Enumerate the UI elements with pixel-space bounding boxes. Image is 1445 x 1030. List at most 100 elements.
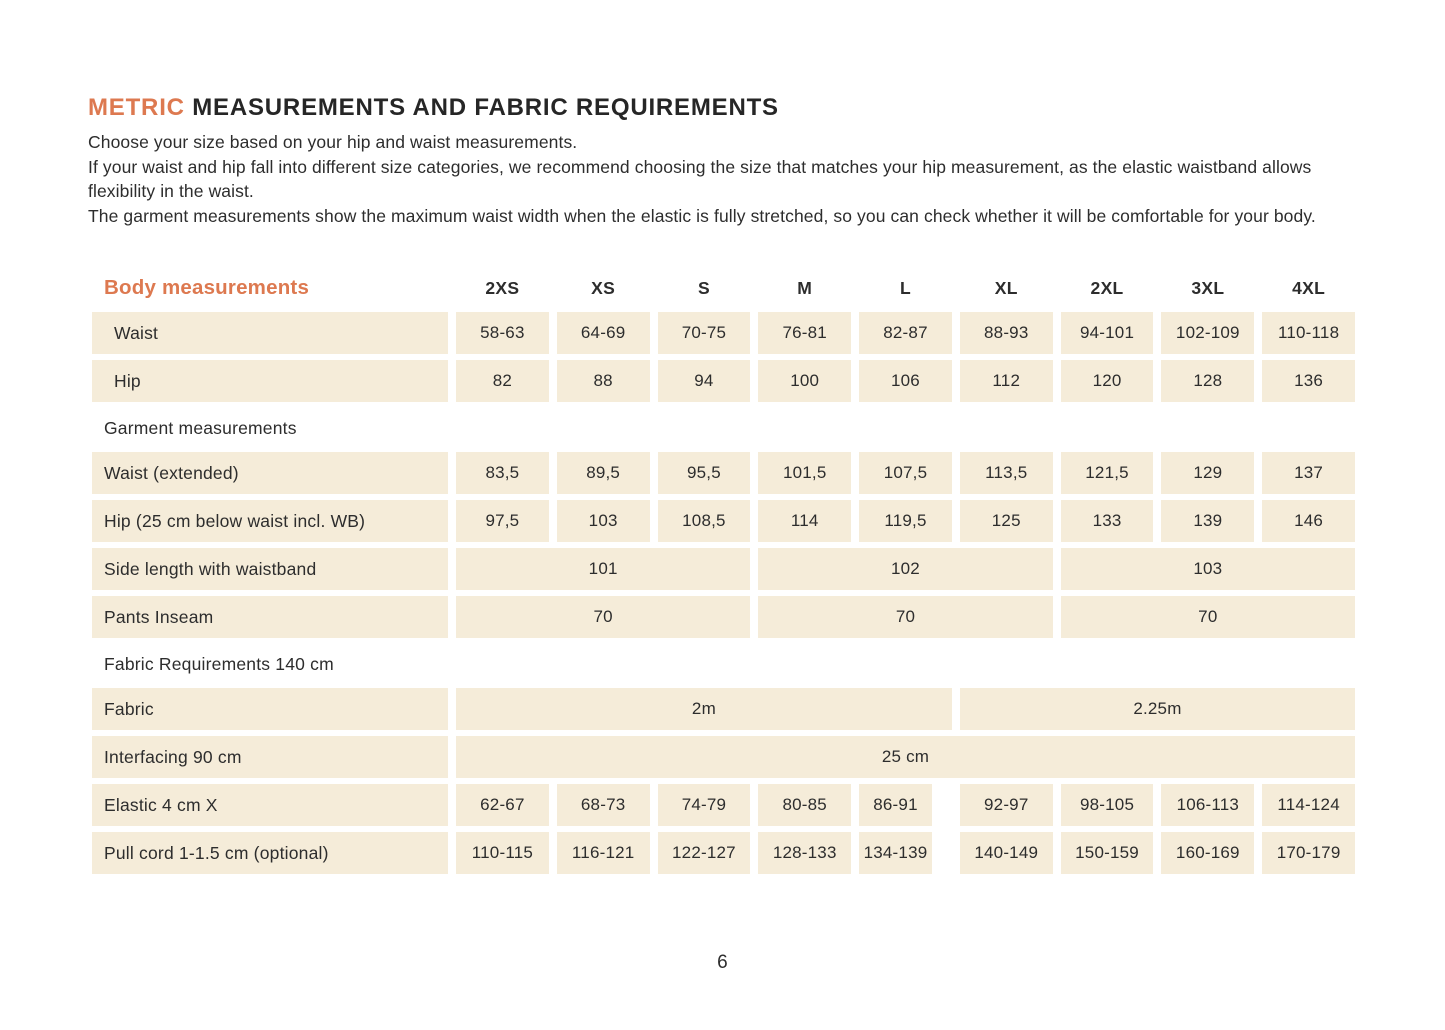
size-column-header: XS — [591, 278, 616, 298]
table-cell: 160-169 — [1161, 832, 1255, 874]
table-cell: 112 — [959, 360, 1053, 402]
table-cell: 70-75 — [657, 312, 751, 354]
page-number: 6 — [717, 952, 728, 973]
table-cell: 2.25m — [959, 688, 1355, 730]
table-cell: 140-149 — [959, 832, 1053, 874]
table-cell: 103 — [556, 500, 650, 542]
table-cell: 82 — [456, 360, 549, 402]
row-label: Waist — [92, 312, 448, 354]
table-cell: 74-79 — [657, 784, 751, 826]
table-cell: 113,5 — [959, 452, 1053, 494]
table-cell: 137 — [1262, 452, 1355, 494]
measurements-table: Body measurements 2XS XS S M L XL 2XL 3XL 4XL Wais… — [92, 270, 1355, 874]
table-cell: 89,5 — [556, 452, 650, 494]
table-cell: 110-118 — [1262, 312, 1355, 354]
table-row: Side length with waistband 101 102 103 — [92, 548, 1355, 590]
table-cell: 101 — [456, 548, 751, 590]
page-title-rest: MEASUREMENTS AND FABRIC REQUIREMENTS — [184, 94, 779, 121]
table-cell: 92-97 — [959, 784, 1053, 826]
table-cell: 88 — [556, 360, 650, 402]
table-cell: 119,5 — [859, 500, 952, 542]
table-cell: 83,5 — [456, 452, 549, 494]
table-cell: 114 — [758, 500, 852, 542]
table-cell: 97,5 — [456, 500, 549, 542]
table-row: Hip (25 cm below waist incl. WB) 97,5 103 1… — [92, 500, 1355, 542]
table-cell: 106-113 — [1161, 784, 1255, 826]
table-cell: 58-63 — [456, 312, 549, 354]
page-title-highlight: METRIC — [88, 94, 185, 121]
table-cell: 100 — [758, 360, 852, 402]
size-column-header: 3XL — [1191, 278, 1225, 298]
body-measurements-heading: Body measurements — [104, 276, 310, 299]
table-cell: 86-91 — [859, 784, 932, 826]
table-cell: 95,5 — [657, 452, 751, 494]
table-row: Elastic 4 cm X 62-67 68-73 74-79 80-85 86-91 9… — [92, 784, 1355, 826]
table-cell: 94-101 — [1060, 312, 1154, 354]
table-cell: 94 — [657, 360, 751, 402]
table-row: Pants Inseam 70 70 70 — [92, 596, 1355, 638]
table-header-row: Body measurements 2XS XS S M L XL 2XL 3XL 4XL — [92, 270, 1355, 300]
size-column-header: M — [797, 278, 813, 298]
row-label: Interfacing 90 cm — [92, 736, 448, 778]
table-section-label: Fabric Requirements 140 cm — [104, 654, 334, 674]
table-cell: 82-87 — [859, 312, 952, 354]
row-label: Hip — [92, 360, 448, 402]
table-row: Pull cord 1-1.5 cm (optional) 110-115 116-… — [92, 832, 1355, 874]
table-cell: 108,5 — [657, 500, 751, 542]
table-cell: 110-115 — [456, 832, 549, 874]
table-row: Waist 58-63 64-69 70-75 76-81 82-87 88-93 94-10… — [92, 312, 1355, 354]
table-cell: 98-105 — [1060, 784, 1154, 826]
size-column-header: 4XL — [1292, 278, 1326, 298]
intro-paragraph: Choose your size based on your hip and w… — [88, 130, 1326, 228]
table-cell: 146 — [1262, 500, 1355, 542]
row-label: Waist (extended) — [92, 452, 448, 494]
table-cell: 62-67 — [456, 784, 549, 826]
table-cell: 70 — [456, 596, 751, 638]
table-cell: 88-93 — [959, 312, 1053, 354]
page-content: METRIC MEASUREMENTS AND FABRIC REQUIREME… — [88, 0, 1358, 880]
table-cell: 125 — [959, 500, 1053, 542]
size-column-header: XL — [994, 278, 1018, 298]
row-label: Pants Inseam — [92, 596, 448, 638]
table-row: Interfacing 90 cm 25 cm — [92, 736, 1355, 778]
table-cell: 150-159 — [1060, 832, 1154, 874]
table-cell: 129 — [1161, 452, 1255, 494]
table-cell: 128 — [1161, 360, 1255, 402]
intro-line: If your waist and hip fall into differen… — [88, 156, 1312, 202]
table-cell: 121,5 — [1060, 452, 1154, 494]
table-cell: 120 — [1060, 360, 1154, 402]
size-column-header: L — [899, 278, 911, 298]
table-row: Hip 82 88 94 100 106 112 120 128 136 — [92, 360, 1355, 402]
table-cell: 70 — [1060, 596, 1355, 638]
row-label: Side length with waistband — [92, 548, 448, 590]
table-cell: 102-109 — [1161, 312, 1255, 354]
table-cell: 102 — [758, 548, 1053, 590]
table-section-label: Garment measurements — [104, 418, 297, 438]
table-row: Waist (extended) 83,5 89,5 95,5 101,5 107,5 11… — [92, 452, 1355, 494]
row-label: Fabric — [92, 688, 448, 730]
size-column-header: S — [697, 278, 710, 298]
table-cell: 64-69 — [556, 312, 650, 354]
table-cell: 70 — [758, 596, 1053, 638]
table-cell: 101,5 — [758, 452, 852, 494]
size-column-header: 2XS — [485, 278, 520, 298]
table-cell: 170-179 — [1262, 832, 1355, 874]
table-cell: 106 — [859, 360, 952, 402]
table-cell: 134-139 — [859, 832, 932, 874]
table-cell: 103 — [1060, 548, 1355, 590]
table-cell: 80-85 — [758, 784, 852, 826]
intro-line: The garment measurements show the maximu… — [88, 205, 1316, 226]
table-cell: 25 cm — [456, 736, 1355, 778]
table-row: Fabric 2m 2.25m — [92, 688, 1355, 730]
table-cell: 2m — [456, 688, 952, 730]
table-cell: 116-121 — [556, 832, 650, 874]
table-cell: 128-133 — [758, 832, 852, 874]
table-cell: 114-124 — [1262, 784, 1355, 826]
intro-line: Choose your size based on your hip and w… — [88, 132, 578, 152]
table-cell: 76-81 — [758, 312, 852, 354]
page-title: METRIC MEASUREMENTS AND FABRIC REQUIREME… — [88, 94, 1358, 122]
table-cell: 139 — [1161, 500, 1255, 542]
table-cell: 136 — [1262, 360, 1355, 402]
table-cell: 122-127 — [657, 832, 751, 874]
